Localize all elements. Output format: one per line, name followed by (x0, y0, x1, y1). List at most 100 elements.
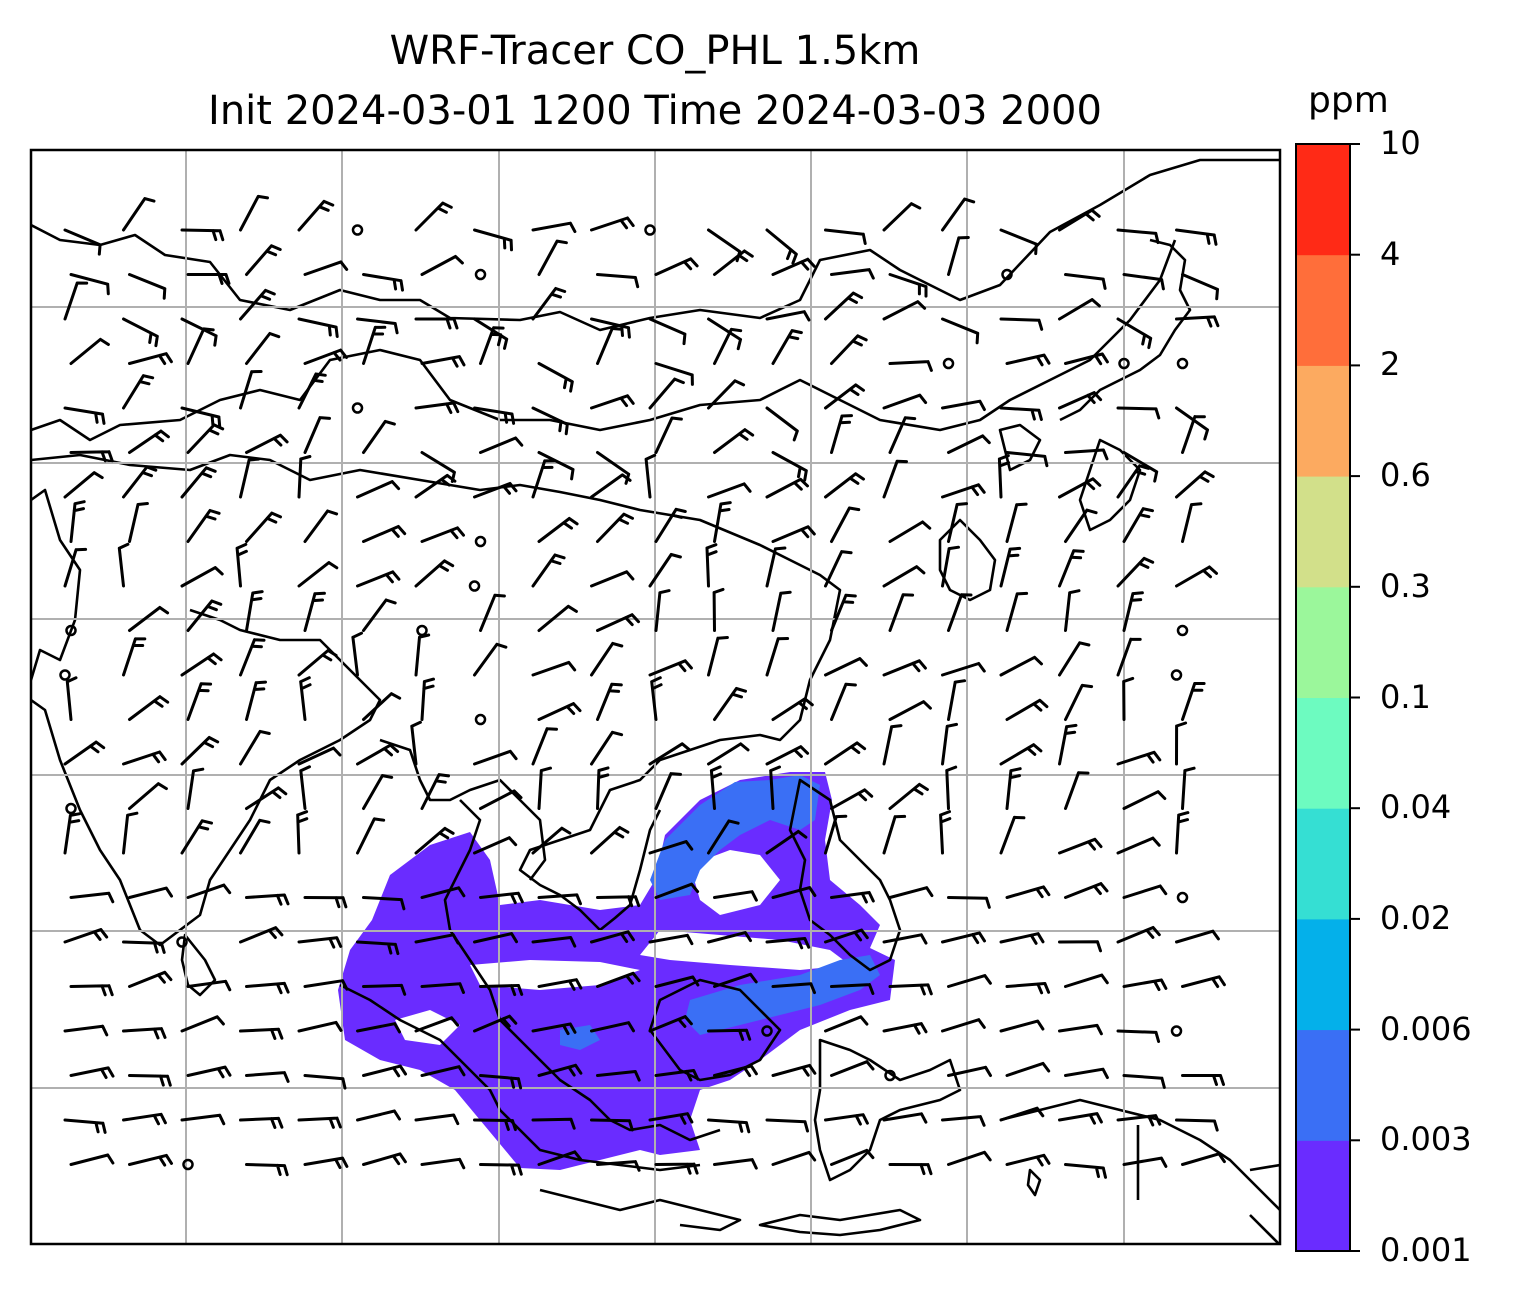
wind-barb (713, 501, 732, 543)
wind-barb (1175, 721, 1188, 766)
calm-wind-circle (351, 224, 364, 236)
wind-barb (180, 466, 217, 499)
wind-barb (180, 652, 223, 677)
colorbar-tick-label: 0.04 (1380, 788, 1452, 827)
wind-barb (771, 697, 814, 721)
wind-barb (245, 786, 288, 810)
wind-barb (771, 257, 816, 276)
wind-barb (531, 553, 566, 588)
wind-barb (122, 317, 159, 348)
wind-barb (713, 1158, 758, 1170)
wind-barb (414, 933, 460, 945)
wind-barb (882, 393, 928, 410)
wind-barb (707, 1118, 751, 1134)
wind-barb (654, 772, 682, 810)
wind-barb (1058, 1112, 1103, 1125)
calm-wind-circle (65, 624, 77, 637)
wind-barb (590, 826, 630, 855)
wind-barb (180, 1015, 225, 1033)
calm-wind-circle (474, 268, 487, 281)
wind-barb (1175, 565, 1218, 588)
wind-barb (537, 1063, 583, 1077)
wind-barb (362, 983, 407, 996)
wind-barb (830, 983, 875, 995)
wind-barb (999, 317, 1044, 331)
wind-barb (351, 631, 363, 677)
wind-barb (63, 1024, 109, 1037)
wind-barb (590, 570, 635, 588)
wind-barb (596, 971, 641, 988)
wind-barb (596, 512, 634, 543)
wind-barb (531, 936, 577, 948)
wind-barb (299, 765, 311, 810)
wind-barb (1181, 273, 1219, 301)
wind-barb (473, 1118, 517, 1132)
title-line-1: WRF-Tracer CO_PHL 1.5km (389, 28, 921, 74)
wind-barb (882, 814, 907, 855)
wind-barb (830, 1148, 875, 1166)
calm-wind-circle (474, 713, 487, 726)
wind-barb (180, 736, 220, 766)
wind-barb (186, 599, 223, 632)
wind-barb (362, 273, 404, 292)
wind-barb (999, 655, 1043, 677)
calm-wind-circle (176, 936, 188, 948)
map-frame (29, 148, 1282, 1246)
wind-barb (1064, 1163, 1107, 1179)
wind-barb (830, 268, 875, 280)
wind-barb (997, 454, 1011, 499)
wind-barb (122, 1027, 167, 1040)
wind-barb (712, 587, 725, 632)
wind-barb (362, 598, 397, 632)
wind-barb (1116, 464, 1151, 499)
wind-barb (128, 782, 168, 810)
colorbar-segment (1296, 1140, 1350, 1252)
wind-barb (830, 414, 853, 454)
wind-barb (765, 830, 808, 855)
colorbar-tick-label: 0.6 (1380, 456, 1431, 495)
wind-barb (882, 459, 908, 499)
wind-barb (69, 891, 115, 904)
wind-barb (1175, 315, 1220, 328)
wind-barb (245, 511, 282, 543)
calm-wind-circle (761, 1025, 773, 1037)
wind-barb (1005, 1061, 1051, 1077)
wind-barb (596, 327, 624, 365)
wind-barb (765, 1118, 809, 1133)
wind-barb (537, 893, 582, 906)
calm-wind-circle (884, 1069, 896, 1082)
colorbar (1295, 143, 1360, 1252)
wind-barb (939, 810, 952, 855)
wind-barb (420, 773, 450, 810)
wind-barb (69, 450, 114, 463)
wind-barb (303, 260, 349, 276)
calm-wind-circle (65, 802, 77, 815)
wind-barb (473, 1014, 518, 1033)
wind-barb (473, 836, 518, 855)
wind-barb (414, 317, 459, 330)
wind-barb (705, 543, 718, 588)
wind-barb (830, 891, 875, 904)
wind-barb (356, 317, 399, 335)
wind-barb (479, 593, 506, 632)
wind-barb (420, 982, 465, 994)
wind-barb (122, 940, 166, 954)
wind-barb (824, 928, 869, 944)
wind-barb (1116, 556, 1155, 588)
wind-barb (186, 979, 232, 992)
wind-barb (830, 788, 874, 810)
wind-barb (531, 287, 567, 321)
wind-barb (473, 642, 508, 677)
wind-barb (414, 826, 455, 855)
wind-barb (239, 638, 266, 677)
wind-barb (590, 1021, 635, 1033)
calm-wind-circle (644, 224, 656, 236)
wind-barb (362, 1152, 407, 1166)
wind-barb (303, 1156, 349, 1170)
wind-barb (128, 886, 173, 899)
tracer-plume (338, 772, 895, 1170)
wind-barb (830, 593, 857, 632)
wind-barb (1058, 1023, 1103, 1036)
wind-barb (707, 379, 746, 410)
wind-barb (69, 1153, 115, 1166)
